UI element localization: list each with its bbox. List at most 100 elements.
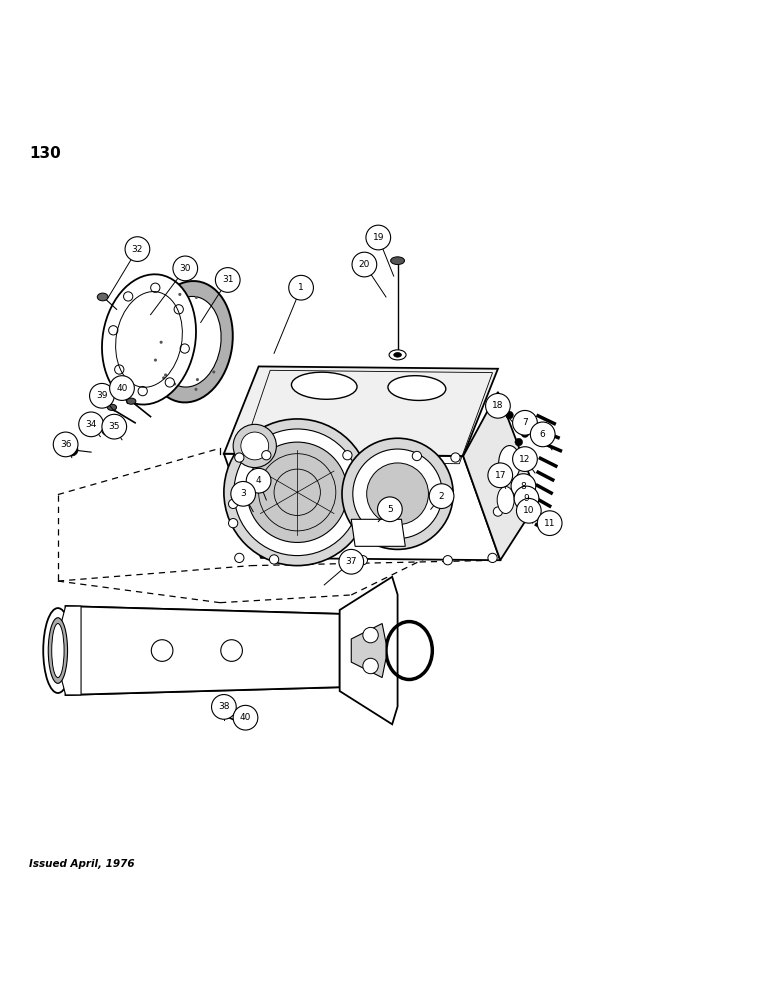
Text: 9: 9: [523, 494, 530, 503]
Circle shape: [488, 553, 497, 563]
Ellipse shape: [292, 372, 357, 399]
Circle shape: [195, 388, 198, 391]
Circle shape: [247, 442, 347, 542]
Circle shape: [234, 429, 361, 556]
Text: 34: 34: [86, 420, 96, 429]
Ellipse shape: [106, 428, 113, 433]
Text: 3: 3: [240, 489, 246, 498]
Circle shape: [513, 410, 537, 435]
Ellipse shape: [127, 398, 136, 404]
Circle shape: [235, 553, 244, 563]
Circle shape: [151, 640, 173, 661]
Circle shape: [90, 383, 114, 408]
Text: Issued April, 1976: Issued April, 1976: [29, 859, 135, 869]
Circle shape: [367, 463, 428, 525]
Circle shape: [102, 414, 127, 439]
Text: 18: 18: [493, 401, 503, 410]
Ellipse shape: [391, 257, 405, 265]
Text: 12: 12: [520, 455, 530, 464]
Ellipse shape: [219, 712, 229, 718]
Circle shape: [513, 420, 521, 428]
Ellipse shape: [389, 350, 406, 360]
Ellipse shape: [107, 404, 117, 410]
Circle shape: [502, 477, 510, 485]
Circle shape: [174, 305, 184, 314]
Text: 17: 17: [495, 471, 506, 480]
Circle shape: [511, 474, 536, 498]
Circle shape: [235, 453, 244, 462]
Text: 31: 31: [222, 275, 233, 284]
Circle shape: [513, 447, 537, 471]
Polygon shape: [224, 366, 498, 456]
Text: 20: 20: [359, 260, 370, 269]
Circle shape: [165, 378, 174, 387]
Text: 8: 8: [520, 482, 527, 491]
Ellipse shape: [97, 293, 108, 301]
Circle shape: [506, 411, 513, 419]
Polygon shape: [351, 519, 405, 546]
Ellipse shape: [497, 486, 514, 514]
Text: 130: 130: [29, 146, 61, 161]
Text: 11: 11: [544, 519, 555, 528]
Circle shape: [231, 481, 256, 506]
Circle shape: [342, 438, 453, 549]
Circle shape: [221, 640, 242, 661]
Text: 40: 40: [240, 713, 251, 722]
Circle shape: [366, 225, 391, 250]
Circle shape: [262, 451, 271, 460]
Text: 40: 40: [117, 384, 127, 393]
Circle shape: [429, 484, 454, 508]
Circle shape: [233, 424, 276, 468]
Circle shape: [66, 444, 78, 456]
Circle shape: [510, 467, 517, 475]
Circle shape: [504, 461, 512, 469]
Ellipse shape: [242, 718, 255, 727]
Text: 6: 6: [540, 430, 546, 439]
Circle shape: [212, 370, 215, 373]
Circle shape: [521, 430, 529, 437]
Polygon shape: [54, 606, 81, 695]
Text: 37: 37: [346, 557, 357, 566]
Circle shape: [488, 463, 513, 488]
Ellipse shape: [499, 446, 520, 480]
Circle shape: [164, 373, 167, 377]
Circle shape: [339, 549, 364, 574]
Ellipse shape: [394, 353, 401, 357]
Text: 36: 36: [60, 440, 71, 449]
Ellipse shape: [157, 296, 221, 387]
Circle shape: [229, 519, 238, 528]
Ellipse shape: [48, 618, 67, 683]
Ellipse shape: [145, 281, 233, 402]
Circle shape: [516, 498, 541, 523]
Text: 5: 5: [387, 505, 393, 514]
Circle shape: [530, 422, 555, 447]
Text: 4: 4: [256, 476, 262, 485]
Text: 32: 32: [132, 245, 143, 254]
Circle shape: [496, 471, 504, 479]
Circle shape: [124, 292, 133, 301]
Polygon shape: [340, 577, 398, 724]
Polygon shape: [224, 454, 500, 560]
Circle shape: [224, 419, 371, 566]
Circle shape: [212, 695, 236, 719]
Text: 7: 7: [522, 418, 528, 427]
Circle shape: [493, 507, 503, 516]
Text: 19: 19: [373, 233, 384, 242]
Circle shape: [246, 468, 271, 493]
Circle shape: [109, 326, 118, 335]
Circle shape: [53, 432, 78, 457]
Circle shape: [507, 448, 515, 455]
Circle shape: [154, 359, 157, 362]
Circle shape: [525, 486, 533, 494]
Circle shape: [151, 283, 160, 292]
Circle shape: [229, 499, 238, 508]
Circle shape: [289, 275, 313, 300]
Circle shape: [343, 451, 352, 460]
Ellipse shape: [102, 425, 117, 436]
Text: 39: 39: [96, 391, 107, 400]
Polygon shape: [351, 624, 386, 678]
Circle shape: [412, 451, 422, 461]
Circle shape: [173, 382, 176, 386]
Circle shape: [160, 341, 163, 344]
Circle shape: [125, 237, 150, 261]
